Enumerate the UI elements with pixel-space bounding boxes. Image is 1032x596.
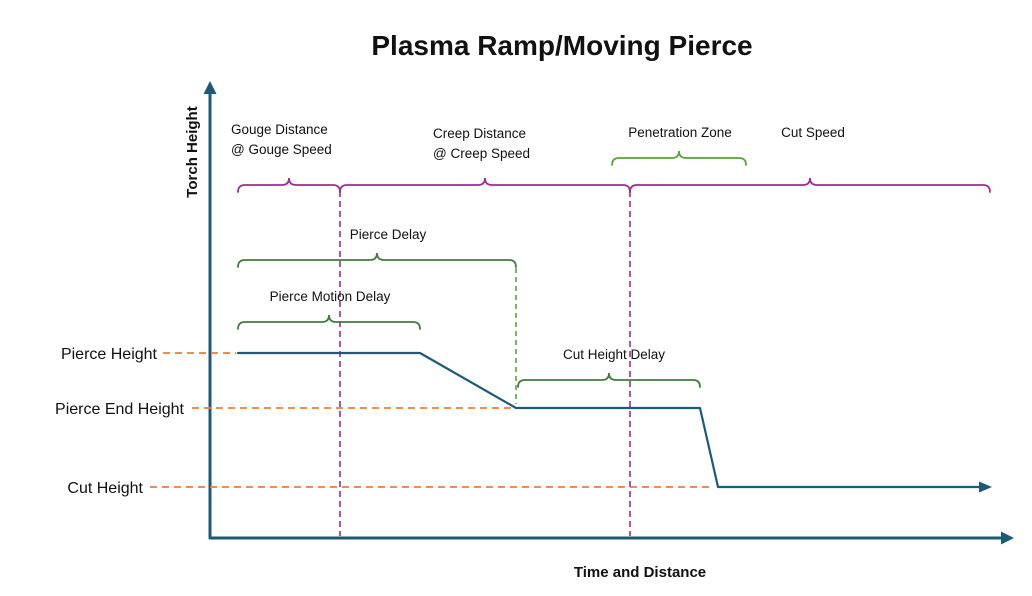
creep-distance-label-line2: @ Creep Speed bbox=[433, 146, 530, 161]
gouge-distance-brace bbox=[237, 177, 341, 193]
cut-height-delay-label: Cut Height Delay bbox=[563, 347, 665, 362]
gouge-distance-label-line1: Gouge Distance bbox=[231, 122, 328, 137]
delay-braces: Pierce Delay Pierce Motion Delay Cut Hei… bbox=[237, 227, 701, 388]
page-title: Plasma Ramp/Moving Pierce bbox=[371, 30, 752, 61]
speed-zone-braces: Gouge Distance @ Gouge Speed Creep Dista… bbox=[231, 122, 991, 193]
torch-height-line bbox=[236, 351, 983, 489]
pierce-end-height-label: Pierce End Height bbox=[55, 401, 185, 418]
y-axis-label: Torch Height bbox=[184, 106, 201, 197]
y-axis-arrow-icon bbox=[203, 81, 217, 94]
cut-height-label: Cut Height bbox=[67, 480, 143, 497]
cut-speed-brace bbox=[629, 177, 991, 193]
x-axis-arrow-icon bbox=[1001, 531, 1014, 545]
pierce-delay-label: Pierce Delay bbox=[350, 227, 427, 242]
cut-height-delay-brace bbox=[517, 372, 701, 388]
pierce-delay-brace bbox=[237, 252, 517, 268]
height-reference-lines: Pierce Height Pierce End Height Cut Heig… bbox=[55, 346, 714, 497]
gouge-distance-label-line2: @ Gouge Speed bbox=[231, 142, 332, 157]
penetration-zone-brace bbox=[611, 150, 747, 166]
pierce-height-label: Pierce Height bbox=[61, 346, 158, 363]
zone-separators bbox=[339, 191, 631, 536]
pierce-motion-delay-brace bbox=[237, 314, 421, 330]
cut-speed-label: Cut Speed bbox=[781, 125, 845, 140]
x-axis-label: Time and Distance bbox=[574, 564, 706, 581]
creep-distance-label-line1: Creep Distance bbox=[433, 126, 526, 141]
torch-line-arrow-icon bbox=[979, 481, 992, 493]
penetration-zone: Penetration Zone bbox=[611, 125, 747, 166]
creep-distance-brace bbox=[339, 177, 631, 193]
pierce-motion-delay-label: Pierce Motion Delay bbox=[270, 289, 391, 304]
penetration-zone-label: Penetration Zone bbox=[628, 125, 732, 140]
axes: Torch Height Time and Distance bbox=[184, 81, 1014, 581]
torch-height-profile bbox=[236, 351, 992, 493]
